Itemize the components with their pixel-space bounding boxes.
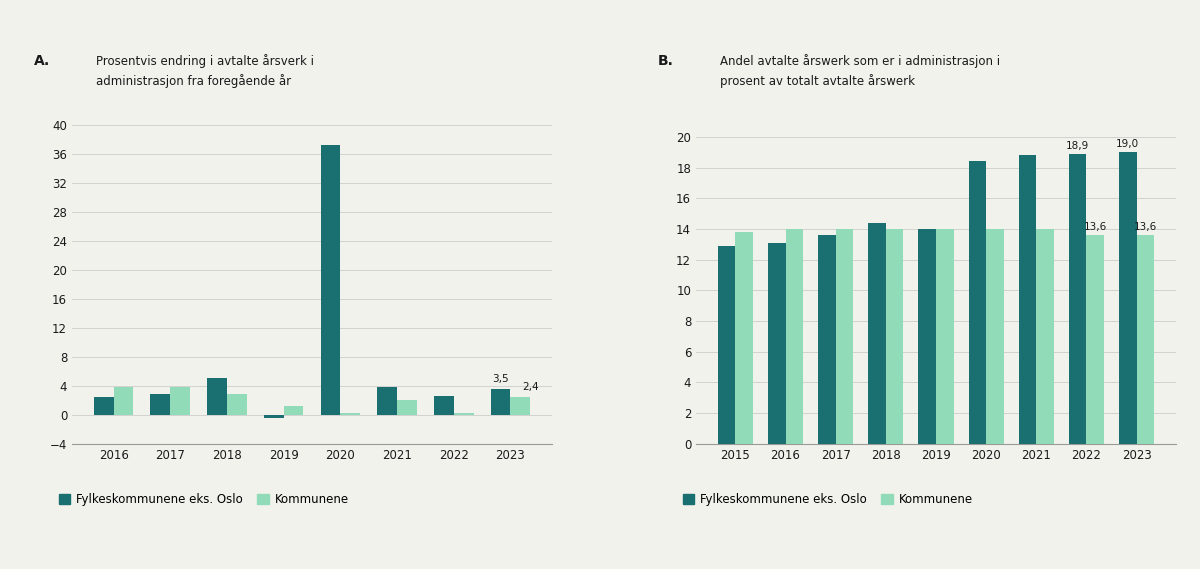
Bar (377, 387, 397, 415)
Bar (1069, 154, 1086, 444)
Text: 13,6: 13,6 (1134, 222, 1157, 232)
Text: 18,9: 18,9 (1066, 141, 1090, 151)
Bar (283, 406, 304, 415)
Text: Andel avtalte årswerk som er i administrasjon i
prosent av totalt avtalte årswer: Andel avtalte årswerk som er i administr… (720, 55, 1000, 88)
Bar (1019, 155, 1037, 444)
Bar (818, 235, 835, 444)
Bar (968, 162, 986, 444)
Bar (886, 229, 904, 444)
Bar (510, 397, 530, 415)
Bar (1136, 235, 1154, 444)
Text: 3,5: 3,5 (492, 374, 509, 384)
Text: 2,4: 2,4 (522, 382, 539, 391)
Text: Prosentvis endring i avtalte årsverk i
administrasjon fra foregående år: Prosentvis endring i avtalte årsverk i a… (96, 55, 314, 88)
Bar (718, 246, 736, 444)
Legend: Fylkeskommunene eks. Oslo, Kommunene: Fylkeskommunene eks. Oslo, Kommunene (678, 488, 978, 510)
Bar (114, 387, 133, 415)
Bar (918, 229, 936, 444)
Bar (264, 415, 283, 418)
Bar (341, 413, 360, 415)
Text: 13,6: 13,6 (1084, 222, 1106, 232)
Bar (491, 389, 510, 415)
Bar (1120, 152, 1136, 444)
Bar (835, 229, 853, 444)
Text: A.: A. (34, 55, 50, 68)
Bar (936, 229, 954, 444)
Bar (170, 387, 190, 415)
Bar (869, 223, 886, 444)
Bar (208, 378, 227, 415)
Bar (320, 145, 341, 415)
Bar (768, 243, 786, 444)
Bar (397, 401, 416, 415)
Bar (94, 397, 114, 415)
Text: 19,0: 19,0 (1116, 139, 1140, 149)
Legend: Fylkeskommunene eks. Oslo, Kommunene: Fylkeskommunene eks. Oslo, Kommunene (54, 488, 354, 510)
Bar (227, 394, 247, 415)
Bar (1086, 235, 1104, 444)
Bar (1037, 229, 1054, 444)
Bar (150, 394, 170, 415)
Bar (434, 396, 454, 415)
Bar (986, 229, 1003, 444)
Bar (736, 232, 752, 444)
Bar (454, 413, 474, 415)
Text: B.: B. (658, 55, 673, 68)
Bar (786, 229, 803, 444)
